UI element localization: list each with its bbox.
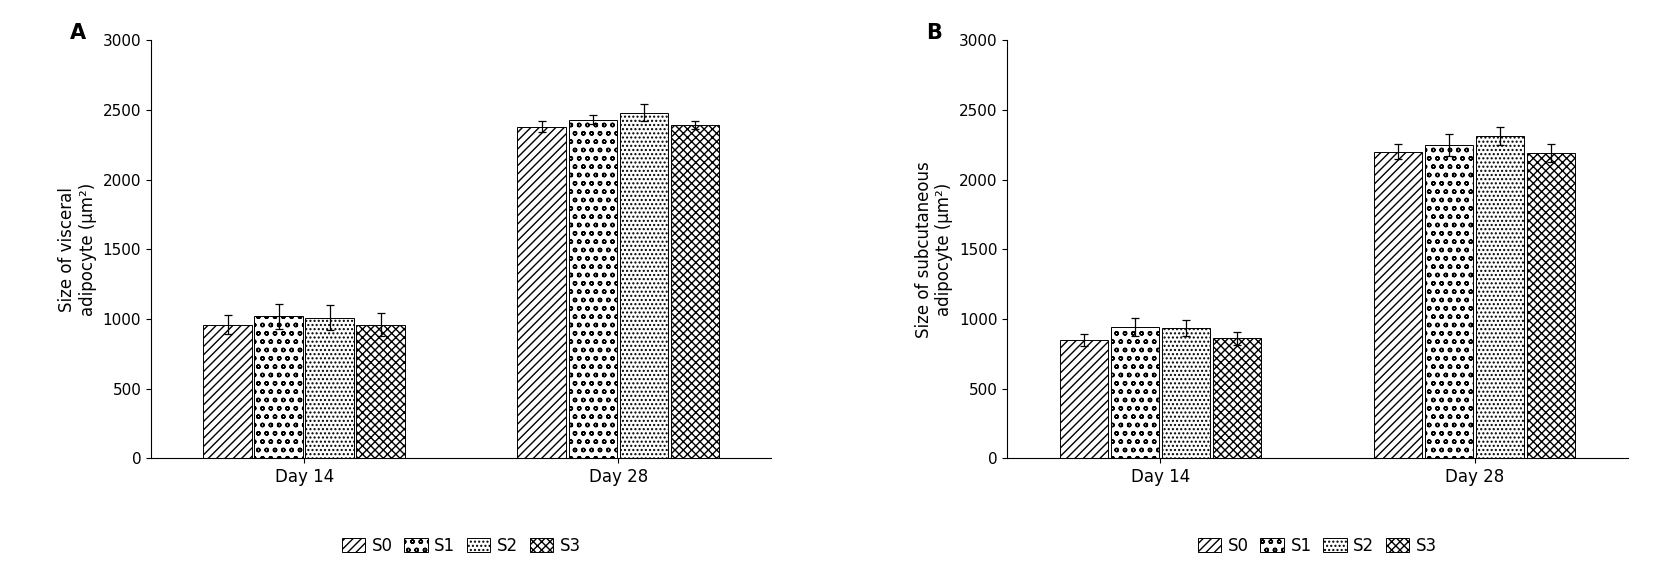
Bar [619, 113, 668, 458]
Bar [1527, 153, 1576, 458]
Bar [1111, 327, 1159, 458]
Bar [1213, 339, 1262, 458]
Bar [255, 316, 304, 458]
Bar [1161, 328, 1210, 458]
Text: A: A [70, 23, 87, 44]
Y-axis label: Size of visceral
adipocyte (μm²): Size of visceral adipocyte (μm²) [59, 183, 97, 316]
Bar [569, 120, 618, 458]
Text: B: B [926, 23, 943, 44]
Legend: S0, S1, S2, S3: S0, S1, S2, S3 [1198, 537, 1436, 555]
Bar [305, 317, 354, 458]
Bar [1059, 340, 1107, 458]
Bar [671, 125, 720, 458]
Bar [1374, 152, 1423, 458]
Bar [203, 324, 252, 458]
Bar [1425, 145, 1473, 458]
Legend: S0, S1, S2, S3: S0, S1, S2, S3 [342, 537, 581, 555]
Y-axis label: Size of subcutaneous
adipocyte (μm²): Size of subcutaneous adipocyte (μm²) [915, 161, 953, 337]
Bar [356, 324, 404, 458]
Bar [517, 127, 565, 458]
Bar [1475, 136, 1524, 458]
